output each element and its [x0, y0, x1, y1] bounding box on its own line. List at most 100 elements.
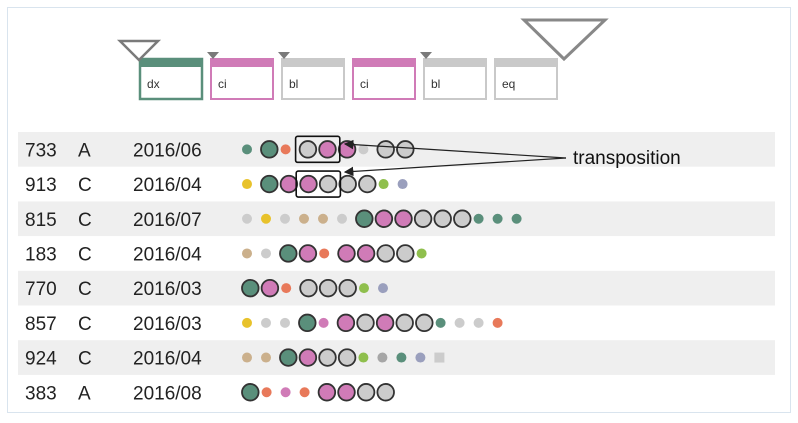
event-marker-large [241, 383, 260, 402]
row-id: 770 [25, 279, 57, 300]
sequence-row: 924 C 2016/04 [25, 348, 445, 370]
row-stripe [18, 270, 775, 306]
event-marker-small [280, 317, 290, 328]
sequence-row: 770 C 2016/03 [25, 278, 388, 300]
event-marker-small [378, 283, 388, 294]
row-date: 2016/08 [133, 383, 202, 404]
event-marker-large [356, 383, 376, 402]
event-marker-small [281, 283, 292, 294]
event-marker-large [395, 313, 414, 333]
legend-color-bar [211, 59, 273, 67]
row-id: 924 [25, 349, 57, 370]
event-marker-large [338, 174, 357, 194]
triangle-marker-icon [420, 52, 432, 59]
event-marker-large [396, 244, 415, 263]
event-marker-small [397, 179, 408, 190]
event-marker-large [376, 140, 395, 159]
row-type: C [78, 279, 92, 300]
event-marker-small [454, 317, 465, 328]
event-marker-large [318, 174, 338, 194]
event-marker-small [280, 144, 291, 155]
row-type: C [78, 175, 92, 196]
event-marker-large [298, 313, 317, 333]
event-marker-small [261, 248, 271, 259]
row-date: 2016/03 [133, 314, 202, 335]
event-marker-small [242, 248, 252, 259]
legend-label: eq [502, 77, 515, 91]
event-marker-large [356, 244, 376, 263]
event-marker-large [358, 174, 377, 194]
row-type: A [78, 140, 91, 161]
event-marker-large [338, 278, 357, 298]
row-id: 815 [25, 210, 57, 231]
legend-color-bar [282, 59, 344, 67]
row-date: 2016/07 [133, 210, 202, 231]
rows: 733 A 2016/06 913 C 2016/04 815 C 2016/07 183 C 201… [25, 135, 522, 404]
event-marker-small [359, 283, 369, 294]
event-marker-small [319, 248, 330, 259]
legend-label: ci [360, 77, 369, 91]
event-marker-small [473, 317, 484, 328]
event-marker-large [260, 174, 279, 194]
triangle-marker-icon [116, 39, 162, 62]
legend-item-ci: ci [352, 58, 416, 100]
event-marker-small [378, 179, 389, 190]
event-marker-small [358, 144, 369, 155]
sequence-row: 815 C 2016/07 [25, 209, 522, 231]
event-marker-large [376, 244, 395, 263]
event-marker-large [453, 209, 472, 228]
row-type: C [78, 349, 92, 370]
row-date: 2016/04 [133, 244, 202, 265]
legend-label: dx [147, 77, 160, 91]
annotation-label: transposition [573, 148, 681, 169]
event-marker-large [298, 140, 318, 159]
event-marker-small [242, 317, 252, 328]
triangle-marker-icon [520, 18, 609, 62]
event-marker-small [280, 213, 290, 224]
event-marker-large [356, 313, 375, 333]
row-id: 733 [25, 140, 57, 161]
event-marker-small [242, 144, 252, 155]
legend-label: bl [289, 77, 298, 91]
event-marker-large [415, 313, 434, 333]
sequence-row: 383 A 2016/08 [25, 383, 395, 404]
row-id: 183 [25, 244, 57, 265]
annotation-arrow-2 [343, 157, 567, 177]
event-marker-large [337, 383, 356, 402]
sequence-row: 857 C 2016/03 [25, 313, 503, 335]
row-type: C [78, 314, 92, 335]
legend-color-bar [495, 59, 557, 67]
event-marker-small [358, 352, 369, 363]
annotation-arrow-1 [343, 139, 567, 159]
legend-color-bar [140, 59, 202, 67]
legend-item-bl: bl [420, 52, 487, 100]
transposition-annotation: transposition [343, 139, 681, 177]
row-type: A [78, 383, 91, 404]
event-marker-small [416, 248, 427, 259]
legend-color-bar [353, 59, 415, 67]
legend-label: bl [431, 77, 440, 91]
event-marker-small [261, 213, 271, 224]
event-marker-large [260, 140, 279, 159]
event-marker-large [241, 278, 260, 298]
event-marker-small [242, 213, 252, 224]
transposition-box [295, 170, 342, 198]
event-marker-small [511, 213, 522, 224]
sequence-row: 913 C 2016/04 [25, 170, 408, 198]
triangle-marker-icon [207, 52, 219, 59]
sequence-row: 733 A 2016/06 [25, 135, 415, 164]
row-type: C [78, 210, 92, 231]
event-marker-large [336, 313, 356, 333]
row-date: 2016/06 [133, 140, 202, 161]
legend-color-bar [424, 59, 486, 67]
event-marker-small [492, 213, 503, 224]
event-marker-small [242, 352, 252, 363]
event-marker-large [317, 383, 337, 402]
event-marker-large [413, 209, 433, 228]
event-marker-large [279, 174, 299, 194]
event-marker-large [260, 278, 280, 298]
legend-label: ci [218, 77, 227, 91]
event-marker-small [435, 317, 446, 328]
event-marker-small [492, 317, 503, 328]
event-marker-small [396, 352, 407, 363]
